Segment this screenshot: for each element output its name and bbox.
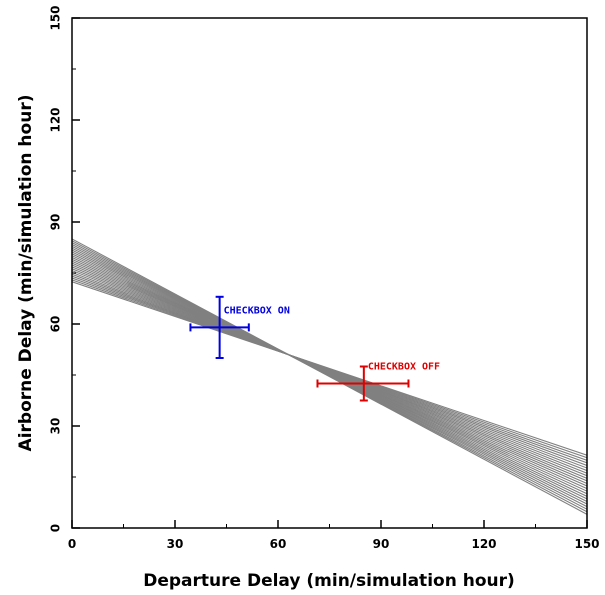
y-tick-label: 90 (49, 214, 63, 231)
y-tick-label: 30 (49, 418, 63, 435)
y-axis-label: Airborne Delay (min/simulation hour) (16, 95, 36, 452)
data-point: CHECKBOX ON (189, 295, 290, 359)
x-tick-label: 120 (471, 537, 496, 551)
axis-ticks: 0 30 60 90 120 150 0 30 60 90 120 150 (49, 5, 600, 551)
sensitivity-line (72, 281, 587, 456)
y-tick-label: 150 (49, 5, 63, 30)
sensitivity-lines (72, 238, 587, 515)
x-tick-label: 30 (167, 537, 184, 551)
y-tick-label: 120 (49, 107, 63, 132)
data-points: CHECKBOX ON CHECKBOX OFF (189, 295, 440, 402)
y-tick-label: 60 (49, 316, 63, 333)
x-tick-label: 90 (373, 537, 390, 551)
x-axis-label: Departure Delay (min/simulation hour) (143, 571, 515, 591)
x-tick-label: 60 (270, 537, 287, 551)
point-label: CHECKBOX ON (224, 305, 290, 316)
x-tick-label: 0 (68, 537, 76, 551)
y-tick-label: 0 (49, 524, 63, 532)
point-label: CHECKBOX OFF (368, 362, 440, 373)
data-point: CHECKBOX OFF (316, 362, 440, 402)
x-tick-label: 150 (574, 537, 599, 551)
